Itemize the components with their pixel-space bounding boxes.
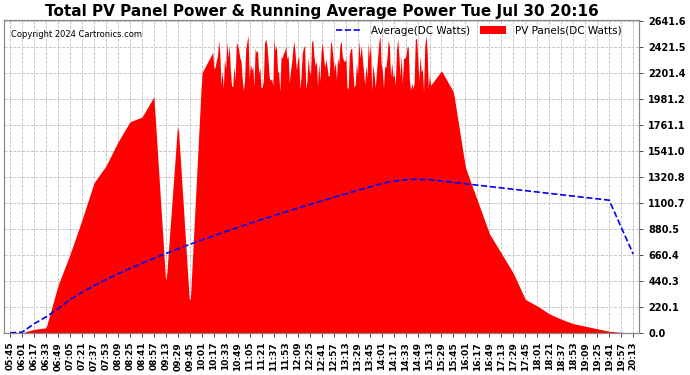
Legend: Average(DC Watts), PV Panels(DC Watts): Average(DC Watts), PV Panels(DC Watts)	[336, 26, 621, 36]
Text: Copyright 2024 Cartronics.com: Copyright 2024 Cartronics.com	[10, 30, 141, 39]
Title: Total PV Panel Power & Running Average Power Tue Jul 30 20:16: Total PV Panel Power & Running Average P…	[45, 4, 598, 19]
